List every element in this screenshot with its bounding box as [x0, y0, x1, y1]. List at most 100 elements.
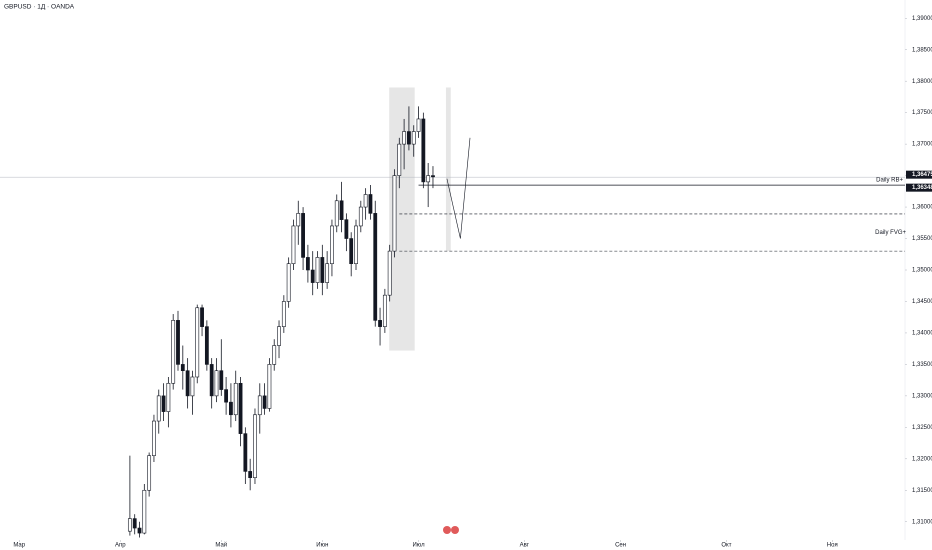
candle-body — [344, 219, 349, 239]
x-tick-label: Ноя — [827, 543, 838, 549]
candle-body — [195, 307, 200, 378]
y-tick-label: 1,33500 — [912, 362, 932, 368]
projection-path — [446, 137, 471, 239]
candle-body — [392, 175, 397, 252]
candle-body — [147, 455, 152, 491]
x-tick-label: Июн — [316, 543, 328, 549]
candle-body — [180, 364, 185, 371]
candle-body — [166, 382, 171, 412]
candle-body — [339, 200, 344, 220]
y-tick-label: 1,38000 — [912, 79, 932, 85]
x-tick-label: Апр — [115, 543, 126, 549]
y-tick-label: 1,33000 — [912, 393, 932, 399]
candle-body — [233, 382, 238, 416]
x-tick-label: Окт — [721, 543, 731, 549]
candle-body — [132, 518, 137, 529]
event-icon — [443, 526, 451, 534]
price-label: 1,36475 — [912, 172, 932, 178]
y-tick-label: 1,38500 — [912, 47, 932, 53]
candle-body — [325, 263, 330, 283]
candle-body — [238, 382, 243, 434]
candle-body — [397, 143, 402, 176]
candle-body — [330, 225, 334, 265]
y-tick-label: 1,35000 — [912, 268, 932, 274]
candle-body — [320, 257, 325, 283]
candle-body — [214, 370, 219, 397]
candle-body — [373, 213, 378, 321]
x-tick-label: Авг — [520, 543, 530, 549]
candle-body — [200, 307, 204, 327]
candle-body — [176, 320, 180, 365]
candle-body — [301, 213, 305, 258]
highlight-box — [445, 87, 451, 252]
candle-body — [421, 118, 426, 183]
candle-body — [137, 527, 142, 534]
candle-body — [204, 326, 209, 365]
candle-body — [224, 389, 229, 403]
candle-body — [277, 326, 281, 346]
candle-body — [382, 294, 387, 327]
y-tick-label: 1,37000 — [912, 142, 932, 148]
candle-body — [368, 194, 373, 214]
candle-body — [127, 518, 132, 532]
candle-body — [243, 433, 248, 472]
x-tick-label: Мар — [13, 543, 25, 549]
candle-body — [416, 118, 421, 132]
candle-body — [171, 320, 176, 384]
candle-body — [253, 414, 257, 478]
price-label-box — [906, 183, 932, 192]
candle-body — [334, 200, 339, 227]
candle-body — [185, 370, 190, 397]
candle-body — [305, 257, 310, 271]
level-label: Daily RB+ — [876, 178, 903, 184]
candle-body — [209, 364, 214, 397]
candle-body — [152, 420, 156, 456]
x-tick-label: Июл — [412, 543, 425, 549]
candle-body — [257, 395, 262, 416]
candle-body — [229, 401, 233, 416]
y-tick-label: 1,34500 — [912, 299, 932, 305]
y-tick-label: 1,35500 — [912, 236, 932, 242]
y-tick-label: 1,34000 — [912, 331, 932, 337]
candle-body — [281, 301, 286, 327]
candle-body — [296, 213, 301, 227]
candle-body — [291, 225, 296, 265]
level-label: Daily FVG+ — [875, 230, 906, 236]
candle-body — [267, 364, 272, 409]
x-tick-label: Май — [215, 542, 227, 549]
candle-body — [219, 370, 224, 390]
x-tick-label: Сен — [615, 543, 626, 549]
candle-body — [272, 345, 277, 365]
candle-body — [349, 238, 354, 265]
y-tick-label: 1,39000 — [912, 16, 932, 22]
candle-body — [315, 257, 320, 283]
candle-body — [286, 263, 291, 302]
candle-body — [426, 175, 431, 183]
candle-body — [402, 131, 407, 145]
chart-title: GBPUSD · 1Д · OANDA — [4, 4, 75, 11]
candle-body — [354, 225, 358, 265]
candle-body — [262, 395, 267, 409]
candle-body — [358, 206, 363, 227]
candle-body — [190, 376, 195, 397]
y-tick-label: 1,31500 — [912, 488, 932, 494]
candle-body — [363, 194, 368, 208]
y-tick-label: 1,32500 — [912, 425, 932, 431]
event-icon — [451, 526, 459, 534]
y-tick-label: 1,36000 — [912, 205, 932, 211]
candle-body — [407, 131, 411, 145]
candle-body — [310, 269, 315, 283]
candle-body — [378, 320, 382, 327]
y-tick-label: 1,32000 — [912, 456, 932, 462]
price-label: 1,36348 — [912, 185, 932, 191]
candle-body — [142, 489, 147, 534]
candle-body — [431, 175, 435, 178]
candle-body — [387, 250, 392, 296]
y-tick-label: 1,31000 — [912, 519, 932, 525]
candle-body — [156, 395, 161, 422]
candle-body — [248, 471, 253, 478]
candle-body — [411, 131, 416, 145]
price-label-box — [906, 170, 932, 179]
candle-body — [161, 395, 166, 412]
